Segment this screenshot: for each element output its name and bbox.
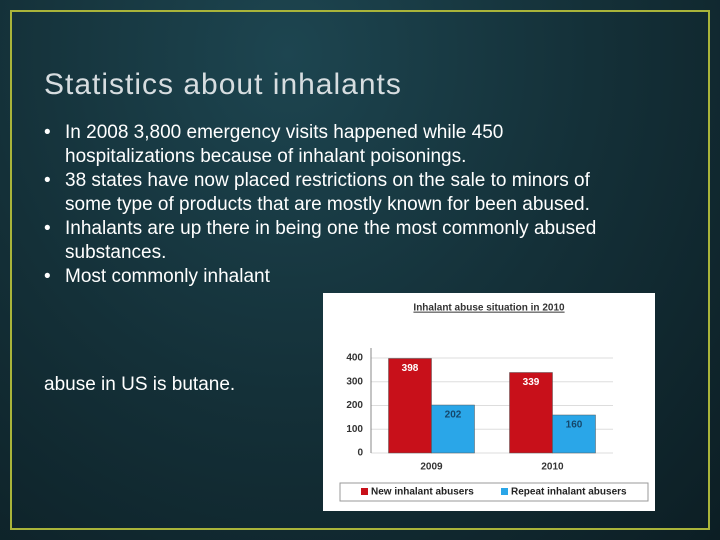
value-label: 339 <box>523 377 540 388</box>
slide-title: Statistics about inhalants <box>44 68 402 101</box>
y-tick-label: 0 <box>357 448 363 459</box>
legend-swatch <box>501 488 508 495</box>
y-tick-label: 300 <box>346 376 363 387</box>
bullet-dot: • <box>44 266 51 287</box>
bullet-dot: • <box>44 218 51 239</box>
bar <box>509 372 553 454</box>
bullet-dot: • <box>44 122 51 143</box>
value-label: 398 <box>402 363 419 374</box>
bullet-dot: • <box>44 170 51 191</box>
y-tick-label: 400 <box>346 353 363 364</box>
y-tick-label: 200 <box>346 400 363 411</box>
bullet-list: • In 2008 3,800 emergency visits happened… <box>44 121 634 289</box>
continuation-text: abuse in US is butane. <box>44 374 236 395</box>
bar <box>431 404 475 454</box>
bullet-text: In 2008 3,800 emergency visits happened … <box>65 122 504 167</box>
bullet-text: Inhalants are up there in being one the … <box>65 218 597 263</box>
legend-label: Repeat inhalant abusers <box>511 487 627 498</box>
value-label: 202 <box>445 410 462 421</box>
x-tick-label: 2010 <box>541 462 564 473</box>
chart-title: Inhalant abuse situation in 2010 <box>413 303 565 314</box>
bullet: • Inhalants are up there in being one the… <box>44 217 634 265</box>
y-tick-label: 100 <box>346 424 363 435</box>
bar <box>552 414 596 454</box>
bullet-text: 38 states have now placed restrictions o… <box>65 170 590 215</box>
bullet: • 38 states have now placed restrictions … <box>44 169 634 217</box>
value-label: 160 <box>566 420 583 431</box>
legend-swatch <box>361 488 368 495</box>
chart: Inhalant abuse situation in 2010 0 100 200 3… <box>323 293 655 511</box>
legend-label: New inhalant abusers <box>371 487 474 498</box>
bullet: • Most commonly inhalant <box>44 265 634 289</box>
bullet: • In 2008 3,800 emergency visits happened… <box>44 121 634 169</box>
bullet-text: Most commonly inhalant <box>65 266 270 287</box>
x-tick-label: 2009 <box>420 462 443 473</box>
legend-box <box>339 482 649 502</box>
bar <box>388 358 432 454</box>
frame <box>10 10 710 530</box>
